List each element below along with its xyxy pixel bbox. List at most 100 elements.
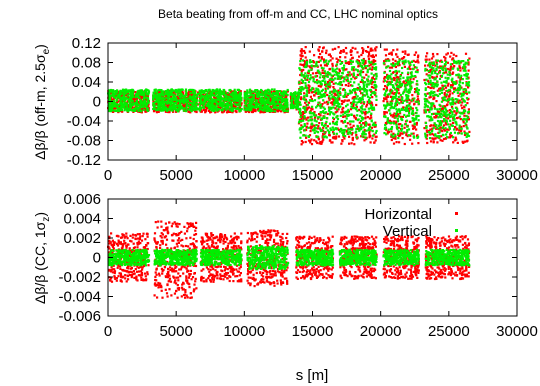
horizontal-data-point — [383, 60, 386, 63]
vertical-data-point — [322, 93, 325, 97]
vertical-data-point — [259, 93, 262, 96]
vertical-data-point — [345, 105, 348, 108]
vertical-data-point — [122, 103, 125, 106]
vertical-data-point — [213, 90, 216, 93]
vertical-data-point — [159, 95, 162, 98]
vertical-data-point — [325, 136, 328, 139]
vertical-data-point — [315, 130, 318, 133]
vertical-data-point — [358, 72, 361, 76]
vertical-data-point — [145, 109, 148, 112]
vertical-data-point — [129, 94, 132, 97]
vertical-data-point — [359, 106, 362, 109]
vertical-data-point — [285, 97, 288, 101]
horizontal-data-point — [154, 103, 157, 106]
vertical-data-point — [323, 61, 326, 64]
horizontal-data-point — [319, 52, 322, 56]
vertical-data-point — [232, 97, 235, 100]
vertical-data-point — [111, 109, 114, 112]
vertical-data-point — [322, 106, 325, 109]
vertical-data-point — [125, 88, 128, 91]
vertical-data-point — [114, 102, 117, 105]
vertical-data-point — [307, 69, 310, 72]
vertical-data-point — [216, 102, 220, 105]
vertical-data-point — [415, 112, 418, 115]
vertical-data-point — [303, 129, 306, 132]
vertical-data-point — [144, 90, 147, 93]
horizontal-data-point — [300, 114, 303, 117]
vertical-data-point — [333, 89, 336, 92]
horizontal-data-point — [299, 57, 302, 60]
horizontal-data-point — [334, 111, 337, 114]
vertical-data-point — [108, 94, 111, 97]
horizontal-data-point — [351, 138, 354, 142]
horizontal-data-point — [155, 103, 159, 106]
horizontal-data-point — [429, 70, 432, 73]
vertical-data-point — [417, 114, 420, 117]
horizontal-data-point — [174, 110, 178, 113]
vertical-data-point — [143, 97, 146, 100]
vertical-data-point — [175, 101, 178, 104]
vertical-data-point — [398, 59, 401, 62]
horizontal-data-point — [328, 67, 332, 71]
horizontal-data-point — [363, 129, 366, 132]
vertical-data-point — [372, 134, 375, 137]
vertical-data-point — [329, 97, 332, 100]
vertical-data-point — [135, 104, 138, 107]
horizontal-data-point — [411, 97, 414, 100]
vertical-data-point — [309, 74, 312, 77]
horizontal-data-point — [321, 50, 324, 53]
vertical-data-point — [312, 80, 315, 83]
vertical-data-point — [323, 115, 326, 118]
vertical-data-point — [299, 88, 302, 91]
vertical-data-point — [262, 106, 265, 109]
horizontal-data-point — [447, 100, 450, 103]
horizontal-data-point — [361, 51, 364, 54]
vertical-data-point — [365, 85, 369, 88]
vertical-data-point — [407, 94, 410, 98]
vertical-data-point — [306, 103, 310, 106]
vertical-data-point — [157, 89, 160, 92]
horizontal-data-point — [370, 54, 373, 58]
vertical-data-point — [305, 100, 308, 103]
vertical-data-point — [299, 68, 302, 71]
horizontal-data-point — [386, 80, 389, 83]
horizontal-data-point — [238, 106, 241, 109]
vertical-data-point — [298, 101, 302, 104]
vertical-data-point — [128, 100, 131, 103]
vertical-data-point — [223, 90, 226, 94]
vertical-data-point — [327, 101, 330, 104]
horizontal-data-point — [371, 66, 374, 69]
vertical-data-point — [165, 100, 168, 103]
vertical-data-point — [257, 102, 260, 105]
horizontal-data-point — [145, 97, 148, 100]
vertical-data-point — [230, 103, 233, 106]
vertical-data-point — [374, 66, 377, 69]
vertical-data-point — [152, 94, 155, 97]
vertical-data-point — [320, 95, 323, 99]
horizontal-data-point — [349, 123, 352, 126]
horizontal-data-point — [275, 104, 278, 107]
horizontal-data-point — [370, 47, 373, 50]
vertical-data-point — [147, 100, 150, 103]
vertical-data-point — [349, 59, 352, 62]
horizontal-data-point — [383, 97, 386, 100]
vertical-data-point — [310, 122, 314, 125]
horizontal-data-point — [355, 106, 358, 109]
vertical-data-point — [320, 83, 323, 86]
vertical-data-point — [201, 101, 204, 104]
vertical-data-point — [255, 101, 258, 104]
vertical-data-point — [253, 106, 257, 109]
vertical-data-point — [390, 133, 393, 136]
horizontal-data-point — [396, 55, 399, 58]
vertical-data-point — [144, 99, 147, 102]
horizontal-data-point — [456, 141, 459, 144]
vertical-data-point — [162, 90, 165, 93]
vertical-data-point — [190, 106, 193, 110]
horizontal-data-point — [461, 140, 464, 143]
horizontal-data-point — [411, 94, 414, 97]
vertical-data-point — [179, 90, 182, 93]
vertical-data-point — [356, 114, 359, 117]
horizontal-data-point — [412, 132, 415, 135]
vertical-data-point — [340, 75, 343, 78]
vertical-data-point — [157, 105, 160, 108]
